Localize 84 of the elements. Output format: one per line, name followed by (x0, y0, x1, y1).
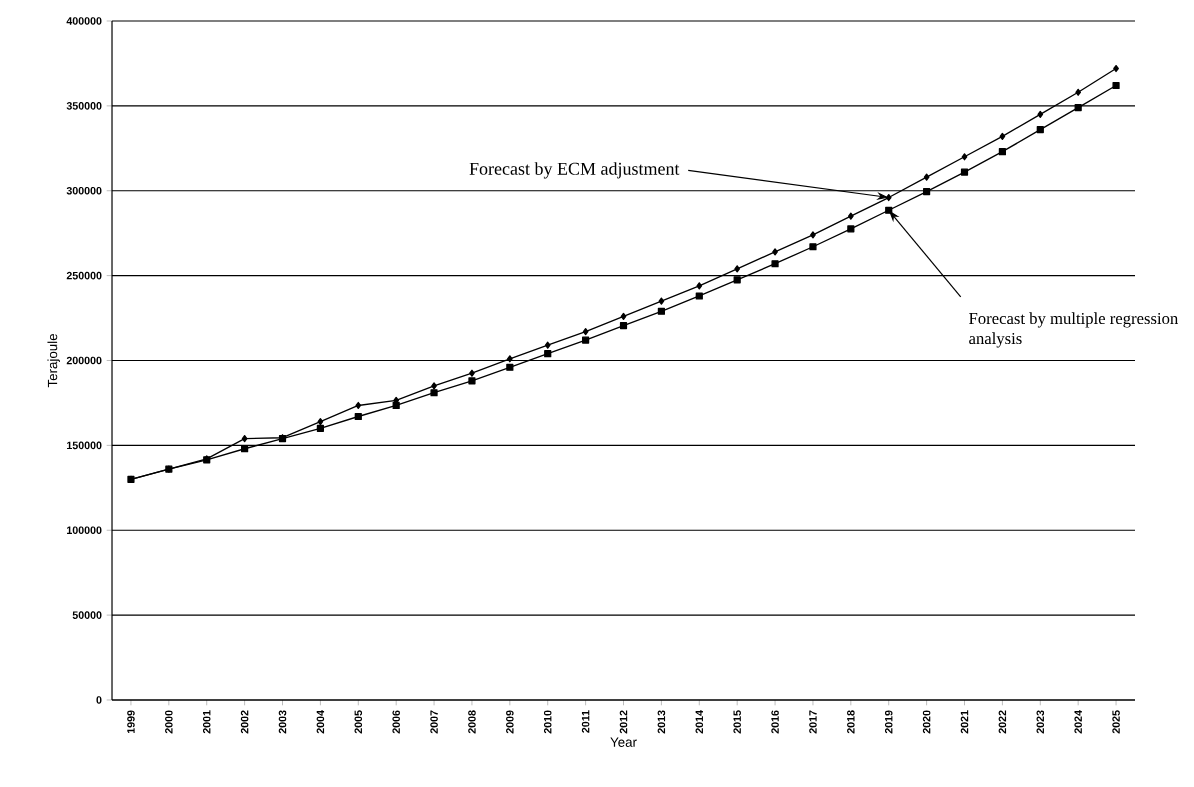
point (1075, 88, 1082, 96)
x-tick-label: 2013 (657, 710, 666, 734)
point (847, 225, 855, 233)
point (392, 401, 400, 410)
point (923, 187, 931, 196)
x-tick-label: 2009 (506, 710, 514, 734)
x-tick-label: 2002 (240, 710, 249, 734)
point (1074, 103, 1082, 112)
point (317, 417, 324, 426)
point (1036, 126, 1044, 134)
point (961, 153, 968, 161)
annotation: Forecast by ECM adjustment (469, 162, 680, 179)
x-tick-label: 2016 (771, 710, 779, 734)
x-tick-label: 2010 (543, 710, 552, 734)
y-tick-label: 0 (96, 696, 102, 704)
point (1037, 110, 1044, 118)
y-tick-label: 100000 (67, 526, 102, 535)
x-tick-label: 1999 (127, 710, 135, 734)
point (620, 312, 627, 320)
x-tick-label: 2005 (354, 710, 363, 734)
point (696, 282, 703, 290)
point (241, 445, 249, 453)
point (355, 401, 362, 410)
x-tick-label: 2004 (316, 710, 325, 734)
point (809, 243, 817, 251)
point (582, 328, 589, 336)
point (998, 148, 1006, 156)
point (354, 412, 362, 421)
y-tick-label: 400000 (66, 17, 102, 25)
point (619, 322, 628, 330)
x-tick-label: 2023 (1036, 710, 1045, 734)
x-tick-label: 2007 (430, 710, 438, 734)
point (468, 377, 476, 385)
x-tick-label: 2021 (960, 710, 969, 734)
y-tick-label: 300000 (66, 186, 102, 195)
y-axis-title: Terajoule (47, 334, 60, 388)
x-tick-label: 2003 (278, 710, 287, 734)
point (923, 173, 930, 181)
annotation: Forecast by multiple regression analysis (969, 312, 1178, 348)
x-tick-label: 2015 (733, 710, 741, 734)
point (885, 193, 892, 202)
point (695, 292, 703, 300)
x-tick-label: 2022 (998, 710, 1007, 734)
x-axis-title: Year (610, 737, 637, 747)
x-tick-label: 2017 (809, 710, 817, 734)
point (430, 389, 438, 397)
x-tick-label: 2000 (165, 710, 173, 734)
point (885, 206, 893, 214)
y-tick-label: 150000 (67, 441, 102, 450)
x-tick-label: 2019 (884, 710, 893, 734)
point (657, 307, 665, 315)
point (316, 424, 324, 432)
point (734, 265, 741, 273)
x-tick-label: 2012 (619, 710, 628, 734)
point (733, 276, 741, 284)
point (582, 336, 590, 344)
point (810, 231, 816, 239)
point (999, 132, 1006, 141)
point (469, 369, 475, 377)
x-tick-label: 2008 (468, 710, 476, 734)
point (506, 363, 514, 371)
x-tick-label: 2014 (695, 710, 704, 734)
x-tick-label: 2024 (1074, 710, 1082, 734)
y-tick-label: 250000 (66, 271, 102, 280)
x-tick-label: 2018 (847, 710, 855, 734)
point (544, 341, 551, 349)
y-tick-label: 200000 (66, 356, 102, 365)
point (772, 248, 778, 256)
point (506, 355, 513, 363)
point (960, 168, 969, 176)
x-tick-label: 2020 (922, 710, 931, 734)
point (544, 350, 552, 358)
y-tick-label: 350000 (66, 102, 102, 110)
x-tick-label: 2011 (581, 710, 590, 733)
x-tick-label: 2025 (1112, 710, 1120, 734)
x-tick-label: 2001 (202, 710, 211, 734)
point (658, 297, 665, 305)
y-tick-label: 50000 (72, 611, 102, 619)
point (241, 434, 248, 443)
point (1112, 81, 1120, 90)
point (847, 212, 854, 220)
x-tick-label: 2006 (392, 710, 400, 734)
point (431, 382, 437, 390)
point (771, 260, 779, 268)
